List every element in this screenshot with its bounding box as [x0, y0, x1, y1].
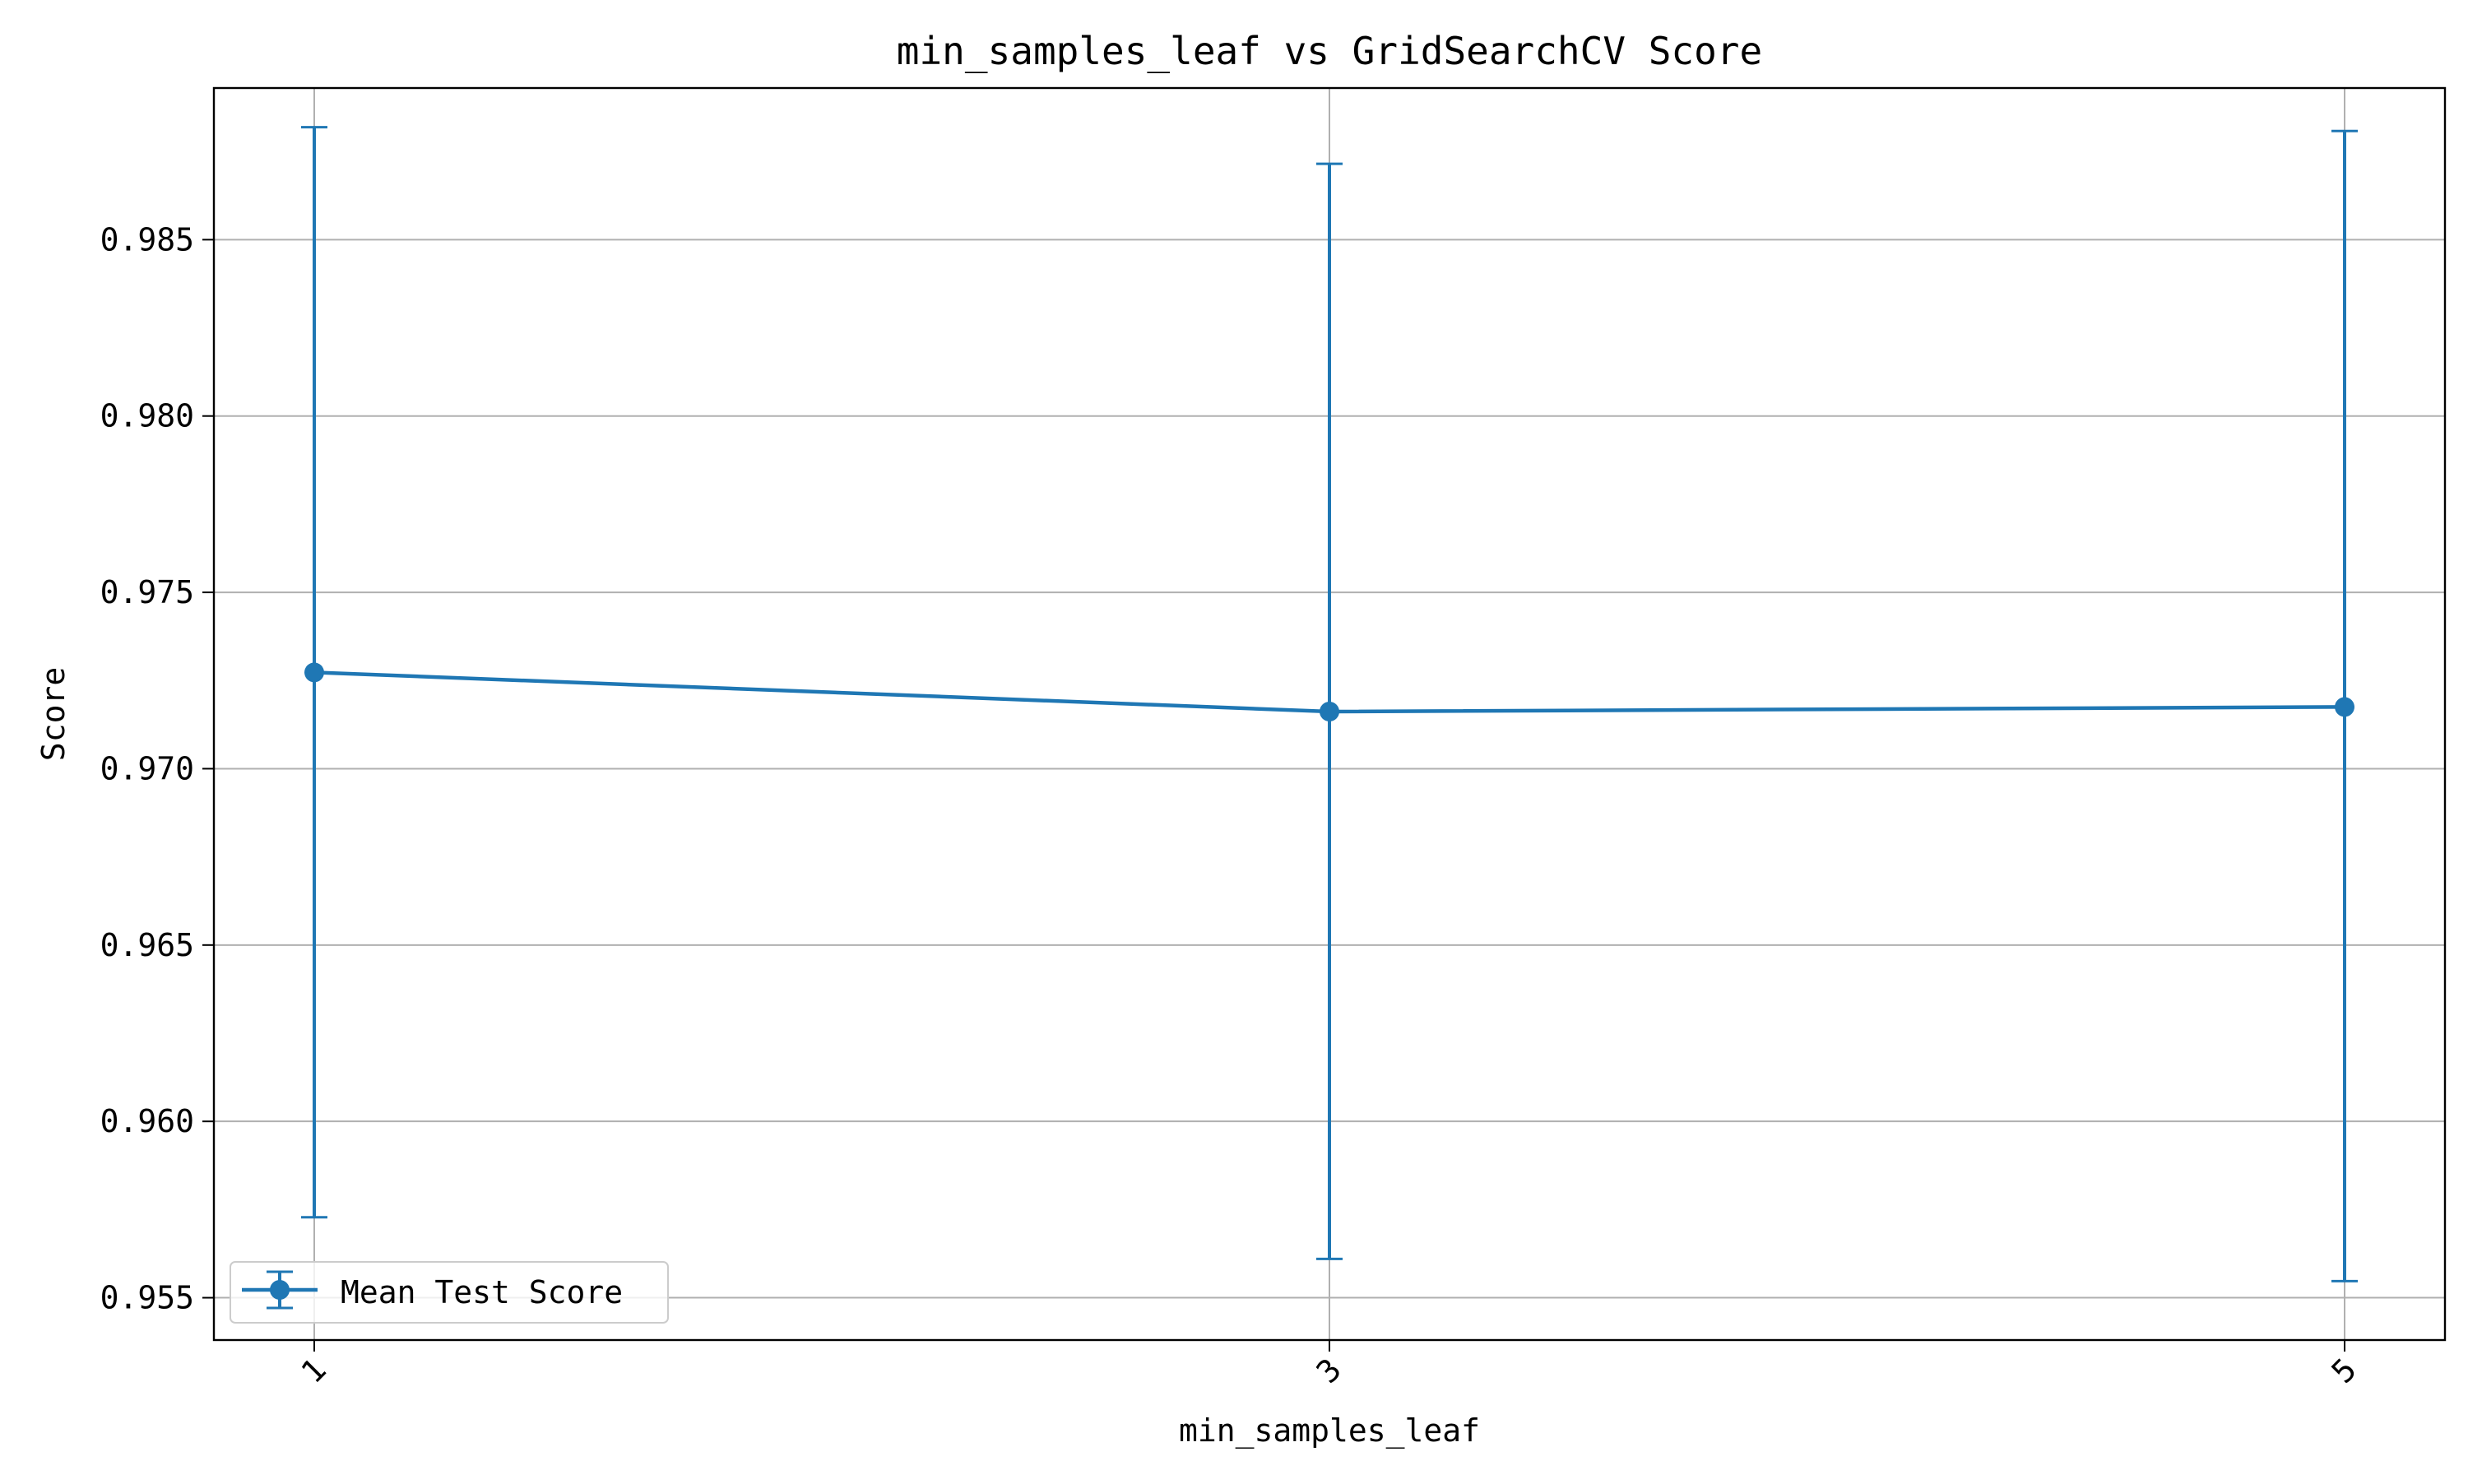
y-tick-label: 0.960 — [100, 1103, 194, 1139]
legend-swatch — [242, 1270, 318, 1310]
legend-entry-label: Mean Test Score — [341, 1274, 623, 1310]
y-tick-label: 0.975 — [100, 574, 194, 610]
series-layer — [301, 126, 2358, 1282]
y-tick-label: 0.965 — [100, 927, 194, 963]
y-axis-label: Score — [35, 667, 72, 761]
legend-swatch-marker — [270, 1280, 290, 1300]
data-point — [1320, 701, 1339, 721]
data-point — [304, 662, 324, 683]
y-tick-label: 0.955 — [100, 1280, 194, 1316]
data-point — [2335, 697, 2354, 717]
y-tick-label: 0.970 — [100, 750, 194, 786]
legend: Mean Test Score — [230, 1261, 669, 1324]
x-axis-label: min_samples_leaf — [1179, 1412, 1480, 1449]
legend-box — [230, 1261, 669, 1324]
y-tick-label: 0.985 — [100, 221, 194, 257]
chart-title: min_samples_leaf vs GridSearchCV Score — [897, 29, 1762, 73]
y-tick-label: 0.980 — [100, 398, 194, 434]
